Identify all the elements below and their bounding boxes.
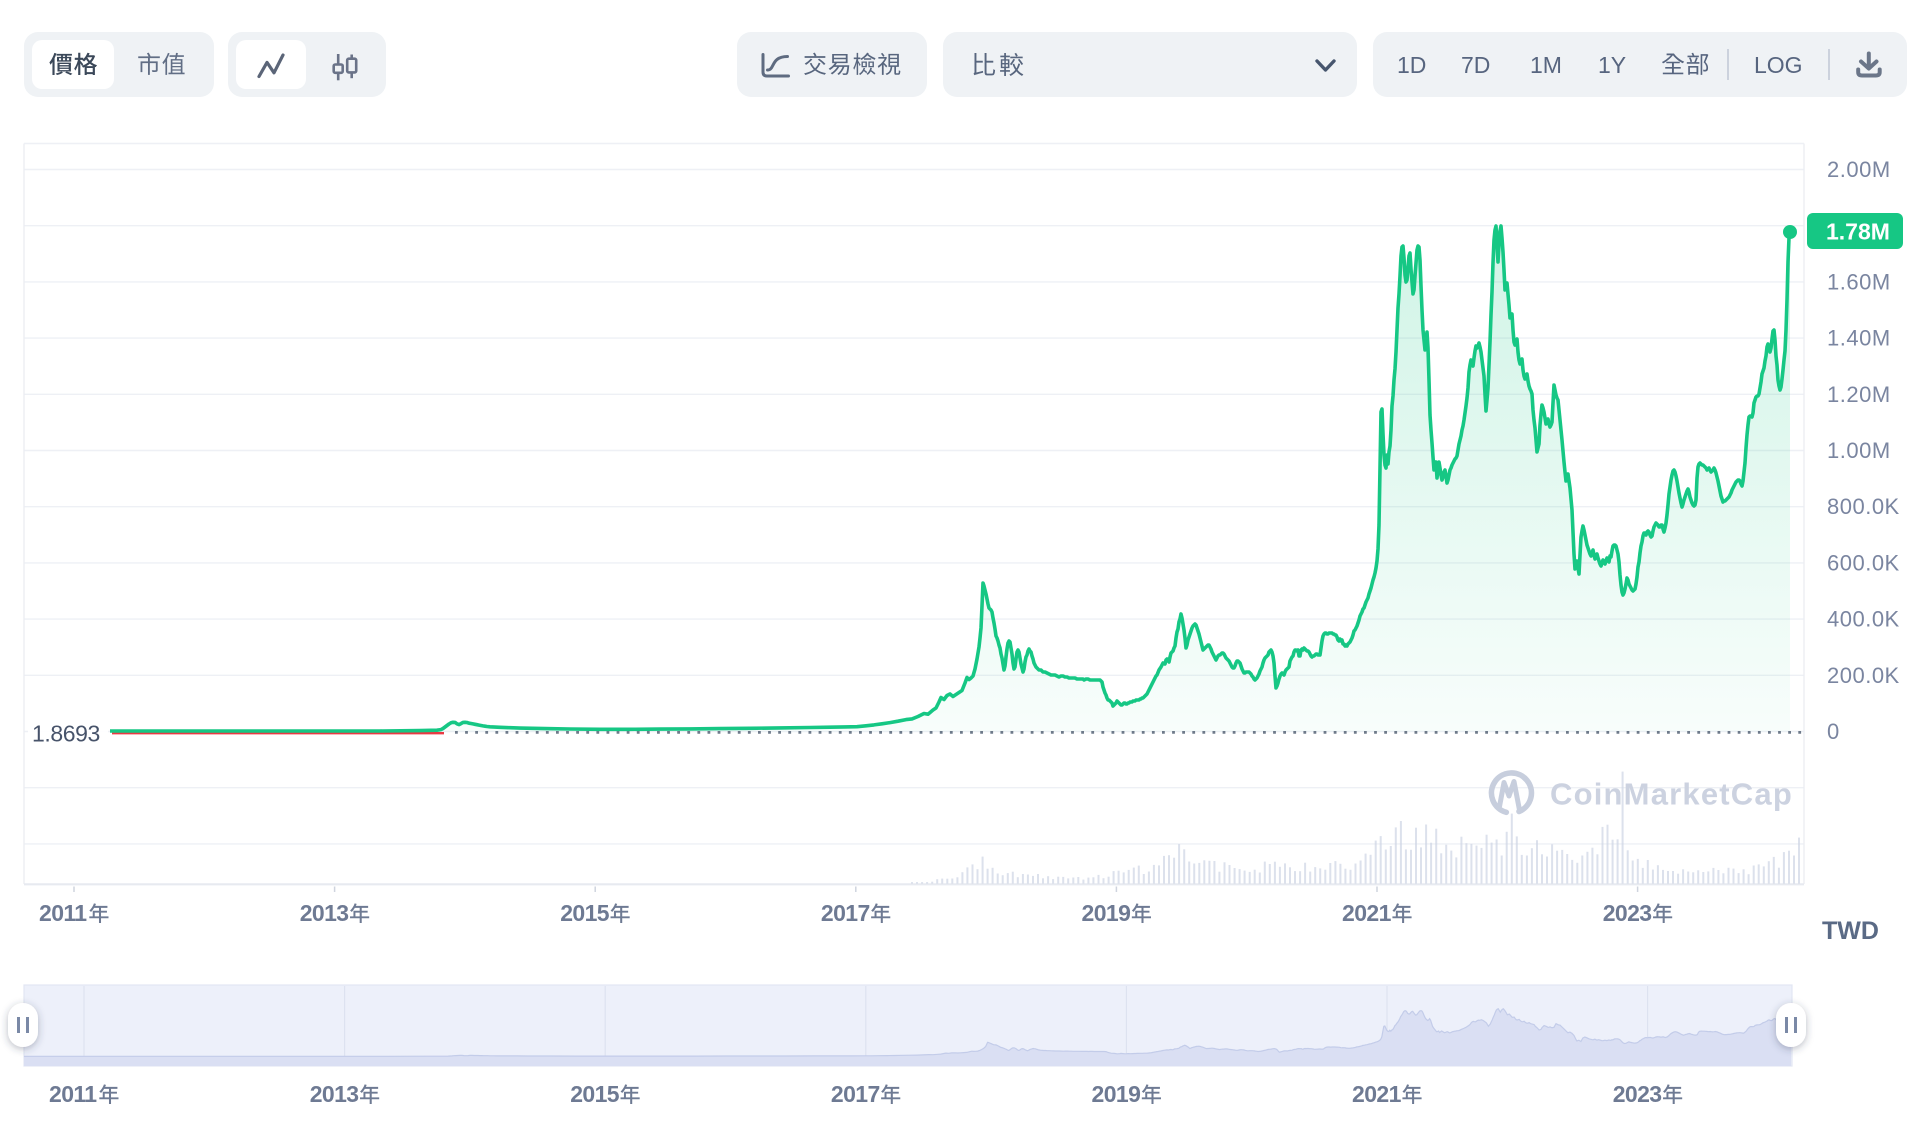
svg-text:2023: 2023	[1603, 900, 1652, 926]
svg-text:1.60M: 1.60M	[1827, 269, 1891, 294]
svg-text:2019: 2019	[1092, 1081, 1141, 1107]
svg-text:CoinMarketCap: CoinMarketCap	[1550, 777, 1793, 812]
svg-text:2023: 2023	[1613, 1081, 1662, 1107]
svg-text:1.78M: 1.78M	[1826, 219, 1890, 245]
svg-text:800.0K: 800.0K	[1827, 494, 1900, 519]
svg-text:1Y: 1Y	[1598, 52, 1626, 78]
svg-text:1.20M: 1.20M	[1827, 382, 1891, 407]
svg-text:TWD: TWD	[1822, 917, 1879, 945]
svg-text:200.0K: 200.0K	[1827, 663, 1900, 688]
svg-text:2013: 2013	[310, 1081, 359, 1107]
svg-text:2017: 2017	[821, 900, 870, 926]
svg-text:1.40M: 1.40M	[1827, 326, 1891, 351]
svg-text:2015: 2015	[560, 900, 610, 926]
svg-text:2013: 2013	[300, 900, 349, 926]
svg-text:400.0K: 400.0K	[1827, 607, 1900, 632]
svg-text:LOG: LOG	[1754, 52, 1803, 78]
svg-text:1M: 1M	[1530, 52, 1562, 78]
svg-text:600.0K: 600.0K	[1827, 550, 1900, 575]
svg-text:2021: 2021	[1352, 1081, 1402, 1107]
svg-text:2017: 2017	[831, 1081, 880, 1107]
svg-text:2019: 2019	[1082, 900, 1131, 926]
svg-text:2021: 2021	[1342, 900, 1392, 926]
svg-text:1.00M: 1.00M	[1827, 438, 1891, 463]
svg-text:1.8693: 1.8693	[32, 721, 100, 747]
svg-text:7D: 7D	[1461, 52, 1490, 78]
svg-text:2015: 2015	[570, 1081, 620, 1107]
svg-text:0: 0	[1827, 719, 1840, 744]
svg-text:2011: 2011	[49, 1081, 97, 1107]
svg-text:2011: 2011	[39, 900, 87, 926]
svg-text:2.00M: 2.00M	[1827, 157, 1891, 182]
svg-text:1D: 1D	[1397, 52, 1426, 78]
